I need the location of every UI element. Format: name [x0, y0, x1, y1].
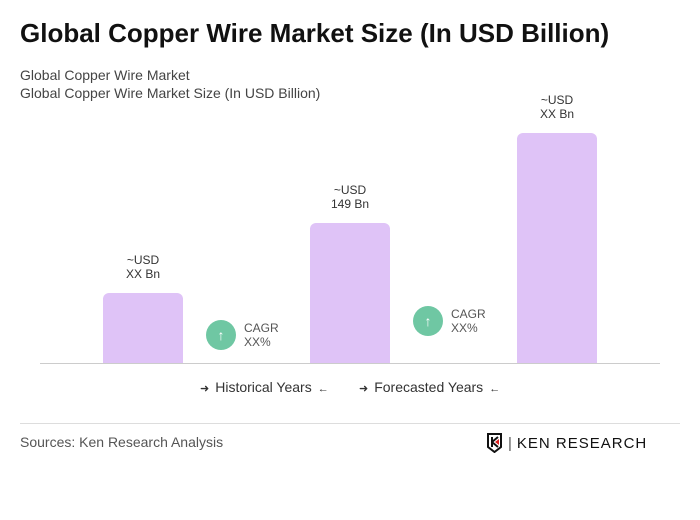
- bar-data-label: ~USD XX Bn: [93, 253, 193, 281]
- ken-research-logo: | KEN RESEARCH: [486, 433, 647, 453]
- cagr-value: XX%: [244, 335, 271, 349]
- bar-label-line: XX Bn: [125, 267, 161, 281]
- bar-label-line: ~USD: [540, 93, 574, 107]
- legend-historical: ➜ Historical Years ←: [200, 379, 335, 395]
- divider: [20, 423, 680, 424]
- legend-label: Forecasted Years: [374, 379, 484, 395]
- logo-text: KEN RESEARCH: [516, 434, 648, 452]
- arrow-left-icon: ←: [489, 383, 501, 395]
- page-title: Global Copper Wire Market Size (In USD B…: [20, 18, 610, 48]
- arrow-right-icon: ➜: [359, 383, 369, 395]
- bar-1: [103, 293, 183, 363]
- subtitle-2: Global Copper Wire Market Size (In USD B…: [20, 85, 321, 101]
- bar-label-line: XX Bn: [539, 107, 575, 121]
- arrow-right-icon: ➜: [200, 383, 210, 395]
- cagr-value: XX%: [451, 321, 478, 335]
- bar-label-line: ~USD: [333, 183, 367, 197]
- cagr-label: CAGR: [244, 321, 279, 335]
- bar-label-line: 149 Bn: [330, 197, 370, 211]
- bar-data-label: ~USD XX Bn: [507, 93, 607, 121]
- cagr-badge-1: ↑ CAGR XX%: [206, 320, 279, 350]
- cagr-badge-2: ↑ CAGR XX%: [413, 306, 486, 336]
- bar-3: [517, 133, 597, 363]
- arrow-up-icon: ↑: [206, 320, 236, 350]
- bar-data-label: ~USD 149 Bn: [300, 183, 400, 211]
- x-axis-line: [40, 363, 660, 364]
- logo-shield-icon: [487, 433, 502, 453]
- legend-forecasted: ➜ Forecasted Years ←: [359, 379, 506, 395]
- arrow-up-icon: ↑: [413, 306, 443, 336]
- cagr-label: CAGR: [451, 307, 486, 321]
- subtitle: Global Copper Wire Market: [20, 67, 190, 83]
- sources-text: Sources: Ken Research Analysis: [20, 434, 224, 450]
- bar-2: [310, 223, 390, 363]
- arrow-left-icon: ←: [317, 383, 329, 395]
- legend-label: Historical Years: [215, 379, 312, 395]
- bar-label-line: ~USD: [126, 253, 160, 267]
